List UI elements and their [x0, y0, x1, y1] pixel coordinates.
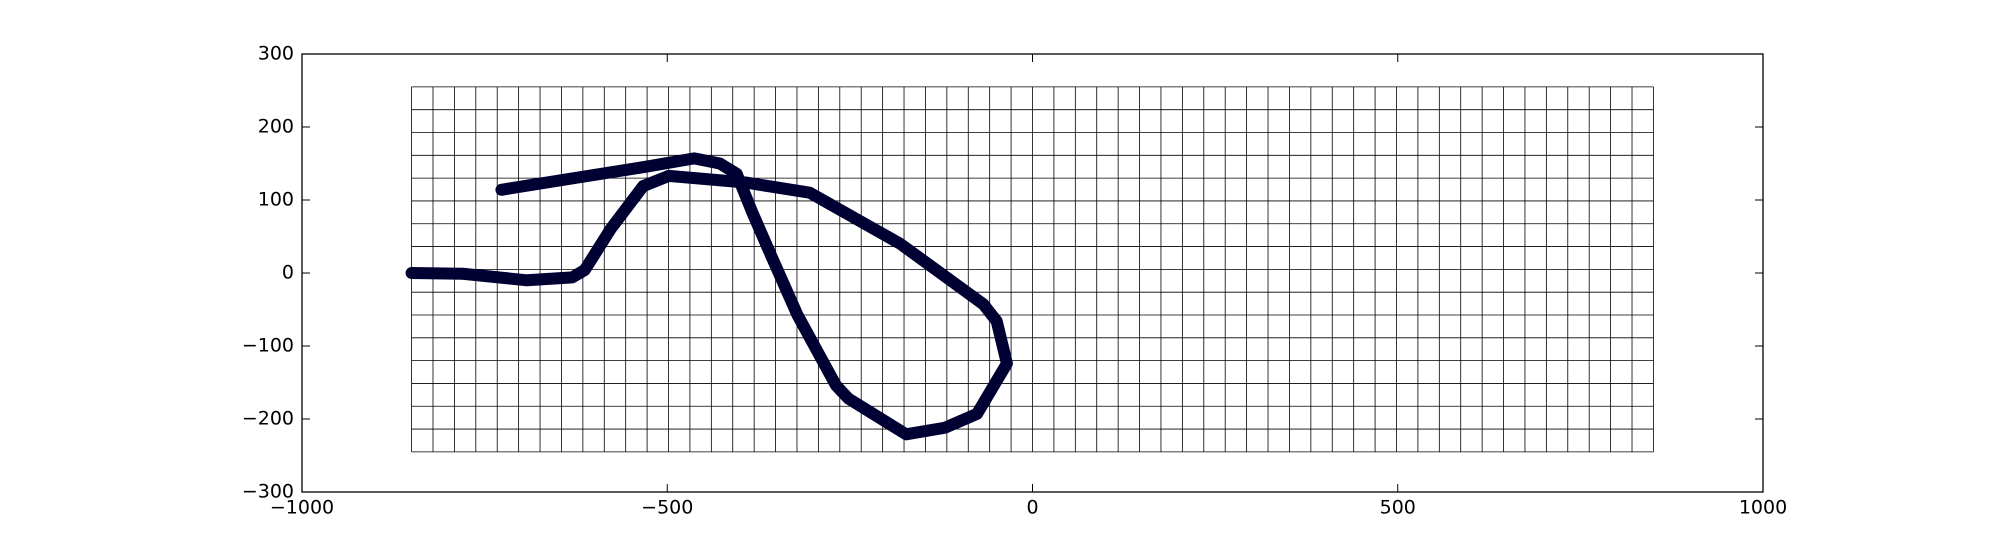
y-tick-label: 300	[258, 43, 294, 65]
y-tick-label: 200	[258, 116, 294, 138]
x-tick-label: 0	[1026, 497, 1038, 519]
trajectory	[405, 152, 1013, 441]
x-tick-label: 500	[1380, 497, 1416, 519]
x-tick-label: 1000	[1739, 497, 1787, 519]
y-tick-label: −100	[242, 335, 294, 357]
y-tick-label: 100	[258, 189, 294, 211]
x-tick-label: −1000	[270, 497, 334, 519]
x-tick-label: −500	[641, 497, 693, 519]
y-tick-label: −300	[242, 481, 294, 503]
y-tick-label: −200	[242, 408, 294, 430]
y-tick-label: 0	[282, 262, 294, 284]
